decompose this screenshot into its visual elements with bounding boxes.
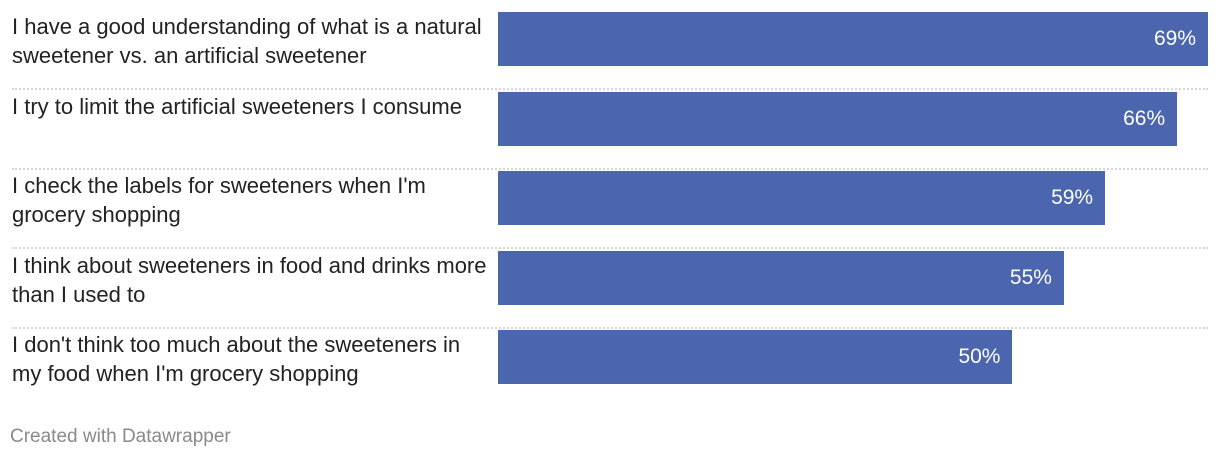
row-divider xyxy=(12,167,1208,170)
chart-row: I check the labels for sweeteners when I… xyxy=(12,171,1208,251)
datawrapper-credit: Created with Datawrapper xyxy=(10,426,231,447)
chart-row: I think about sweeteners in food and dri… xyxy=(12,250,1208,331)
bar-value-label: 59% xyxy=(1051,186,1094,209)
category-label: I have a good understanding of what is a… xyxy=(12,14,482,68)
category-label: I think about sweeteners in food and dri… xyxy=(12,252,487,307)
row-divider xyxy=(12,247,1208,249)
bar: 69% xyxy=(498,12,1208,66)
chart-row: I try to limit the artificial sweeteners… xyxy=(12,91,1208,172)
row-divider xyxy=(12,326,1208,329)
row-divider xyxy=(12,88,1208,90)
bar: 50% xyxy=(498,330,1013,384)
bar-value-label: 55% xyxy=(1009,265,1052,289)
bar: 55% xyxy=(498,250,1064,305)
category-label: I try to limit the artificial sweeteners… xyxy=(12,93,462,119)
category-label: I check the labels for sweeteners when I… xyxy=(12,173,426,227)
bar: 59% xyxy=(498,171,1106,225)
category-label: I don't think too much about the sweeten… xyxy=(12,332,461,386)
chart-row: I have a good understanding of what is a… xyxy=(12,12,1208,92)
bar-chart: I have a good understanding of what is a… xyxy=(12,12,1208,386)
bar-value-label: 50% xyxy=(958,345,1001,368)
chart-row: I don't think too much about the sweeten… xyxy=(12,330,1208,410)
bar-value-label: 69% xyxy=(1153,27,1196,50)
bar-value-label: 66% xyxy=(1123,106,1166,130)
bar: 66% xyxy=(498,91,1178,146)
